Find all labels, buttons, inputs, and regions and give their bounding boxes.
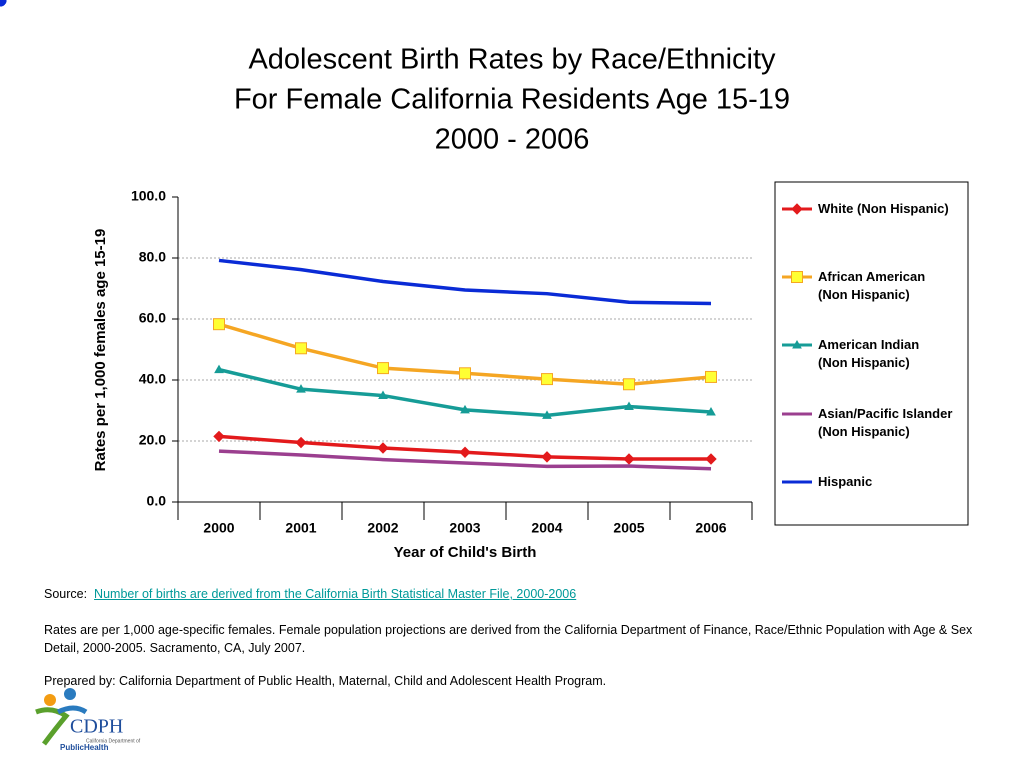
data-point [705,453,717,465]
legend-marker [791,203,803,215]
data-point [542,410,552,419]
x-tick-label: 2001 [285,520,316,536]
logo-shape [44,694,56,706]
data-point [377,442,389,454]
legend-label: White (Non Hispanic) [818,201,949,216]
y-tick-label: 60.0 [139,310,166,326]
logo-shape [35,707,70,746]
data-point [213,318,225,331]
legend-label: Asian/Pacific Islander (Non Hispanic) [818,406,953,439]
chart-title: For Female California Residents Age 15-1… [234,84,790,116]
legend-marker [791,271,803,283]
data-point [295,436,307,449]
data-point [705,370,717,383]
rates-note: Rates are per 1,000 age-specific females… [44,623,973,655]
data-point [460,404,470,414]
y-tick-label: 100.0 [131,188,166,204]
legend-label: Hispanic [818,474,873,489]
data-point [378,390,388,400]
x-tick-label: 2000 [203,520,234,536]
chart-title: 2000 - 2006 [435,124,590,156]
data-point [624,401,634,411]
y-tick-label: 40.0 [139,371,166,387]
data-point [377,362,389,375]
data-point [706,407,716,416]
data-point [214,364,224,374]
x-tick-label: 2002 [367,520,398,536]
legend-label: African American (Non Hispanic) [818,269,926,302]
prepared-note: Prepared by: California Department of Pu… [44,674,607,688]
x-tick-label: 2006 [695,520,726,536]
x-axis-label: Year of Child's Birth [394,544,537,561]
logo-brand: PublicHealth [60,743,109,752]
legend-marker [792,339,802,349]
legend-box [774,181,969,526]
series-line [218,258,712,306]
data-point [295,342,307,355]
logo-name: CDPH [70,716,123,738]
data-point [459,446,471,458]
data-point [623,378,635,391]
source-link[interactable]: Number of births are derived from the Ca… [94,587,577,601]
x-tick-label: 2004 [531,520,562,536]
data-point [541,451,553,463]
source: Source: Number of births are derived fro… [44,585,1009,603]
logo-shape [56,705,88,715]
data-point [459,367,471,380]
logo-shape [64,688,76,700]
logo: CDPH California Department of PublicHeal… [35,688,141,752]
data-point [623,453,635,465]
y-tick-label: 80.0 [139,249,166,265]
series-line [218,449,712,471]
legend-marker [0,0,7,7]
x-tick-label: 2005 [613,520,644,536]
data-point [541,373,553,386]
x-tick-label: 2003 [449,520,480,536]
legend-label: American Indian (Non Hispanic) [818,337,920,370]
y-tick-label: 20.0 [139,432,166,448]
data-point [296,384,306,393]
y-tick-label: 0.0 [147,493,167,509]
logo-sub: California Department of [86,738,141,744]
chart-title: Adolescent Birth Rates by Race/Ethnicity [248,44,776,76]
y-axis-label: Rates per 1,000 females age 15-19 [92,229,109,472]
source-label: Source: [44,587,88,601]
data-point [213,430,225,443]
